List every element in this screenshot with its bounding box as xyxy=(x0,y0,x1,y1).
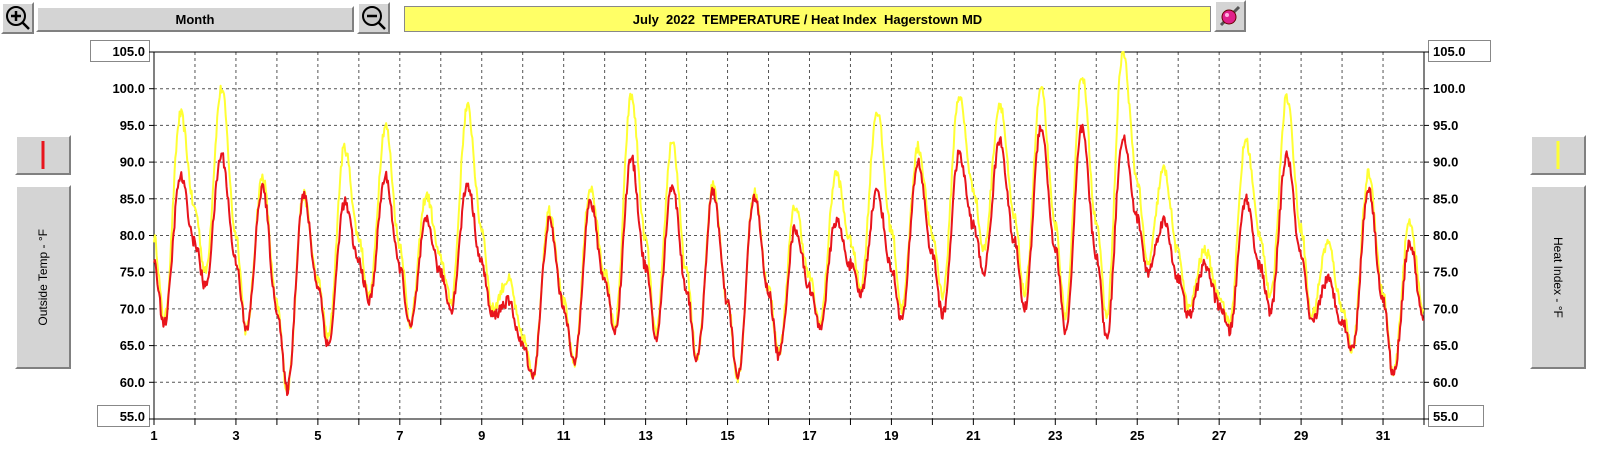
x-tick-label: 7 xyxy=(396,428,403,443)
zoom-out-icon xyxy=(361,6,386,30)
x-tick-label: 27 xyxy=(1212,428,1226,443)
plot-frame xyxy=(153,51,1425,420)
heat-index-axis-label: Heat Index - °F xyxy=(1551,236,1565,318)
x-tick-label: 9 xyxy=(478,428,485,443)
y-tick-label-right: 90.0 xyxy=(1433,155,1458,170)
heat-index-axis-button[interactable]: Heat Index - °F xyxy=(1530,185,1586,369)
y-tick-label-left: 100.0 xyxy=(112,81,145,96)
y-tick-label-right: 75.0 xyxy=(1433,265,1458,280)
y-tick-label-left: 70.0 xyxy=(120,301,145,316)
x-tick-label: 31 xyxy=(1376,428,1390,443)
y-tick-label-right: 70.0 xyxy=(1433,301,1458,316)
right-axis-min-value[interactable]: 55.0 xyxy=(1428,405,1484,427)
zoom-out-button[interactable] xyxy=(357,2,390,34)
y-tick-label-right: 60.0 xyxy=(1433,375,1458,390)
y-tick-label-right: 65.0 xyxy=(1433,338,1458,353)
chart-grid xyxy=(154,52,1424,419)
y-tick-label-left: 90.0 xyxy=(120,155,145,170)
x-tick-label: 5 xyxy=(314,428,321,443)
x-tick-label: 13 xyxy=(638,428,652,443)
left-axis-min-value[interactable]: 55.0 xyxy=(97,405,150,427)
heat-index-series-line xyxy=(153,51,1425,394)
chart-series xyxy=(153,51,1425,397)
yellow-line-swatch-icon xyxy=(1556,141,1560,169)
paint-palette-icon xyxy=(1219,5,1241,27)
left-axis-max-value[interactable]: 105.0 xyxy=(90,40,150,62)
zoom-in-icon xyxy=(5,6,30,30)
x-tick-label: 17 xyxy=(802,428,816,443)
y-tick-label-left: 65.0 xyxy=(120,338,145,353)
y-tick-label-left: 75.0 xyxy=(120,265,145,280)
x-tick-label: 19 xyxy=(884,428,898,443)
outside-temp-color-button[interactable] xyxy=(15,135,71,175)
x-tick-label: 3 xyxy=(232,428,239,443)
chart-title: July 2022 TEMPERATURE / Heat Index Hager… xyxy=(404,6,1211,32)
x-tick-label: 23 xyxy=(1048,428,1062,443)
y-tick-label-right: 80.0 xyxy=(1433,228,1458,243)
x-tick-label: 11 xyxy=(557,428,571,443)
red-line-swatch-icon xyxy=(41,141,45,169)
x-tick-label: 29 xyxy=(1294,428,1308,443)
heat-index-color-button[interactable] xyxy=(1530,135,1586,175)
y-tick-label-left: 80.0 xyxy=(120,228,145,243)
outside-temp-axis-button[interactable]: Outside Temp - °F xyxy=(15,185,71,369)
x-tick-label: 15 xyxy=(720,428,734,443)
x-tick-label: 1 xyxy=(150,428,157,443)
y-tick-label-right: 95.0 xyxy=(1433,118,1458,133)
y-tick-label-left: 85.0 xyxy=(120,191,145,206)
outside-temp-series-line xyxy=(153,123,1425,397)
y-tick-label-left: 60.0 xyxy=(120,375,145,390)
y-tick-label-left: 95.0 xyxy=(120,118,145,133)
chart-tick-labels: 60.0 60.0 65.0 65.0 70.0 70.0 75.0 75.0 80.0 80.0… xyxy=(112,81,1465,443)
y-tick-label-right: 85.0 xyxy=(1433,191,1458,206)
right-axis-max-value[interactable]: 105.0 xyxy=(1428,40,1491,62)
color-settings-button[interactable] xyxy=(1214,0,1246,32)
x-tick-label: 25 xyxy=(1130,428,1144,443)
zoom-in-button[interactable] xyxy=(1,2,34,34)
y-tick-label-right: 100.0 xyxy=(1433,81,1466,96)
x-tick-label: 21 xyxy=(966,428,980,443)
period-selector[interactable]: Month xyxy=(36,6,354,32)
